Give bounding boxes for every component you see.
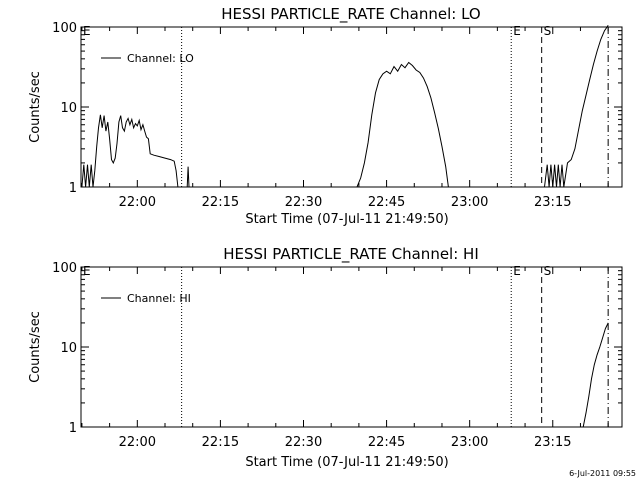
lo-series-line-seg-3 [544, 25, 609, 188]
lo-x-tick-label: 22:15 [202, 195, 239, 210]
lo-x-tick-label: 23:00 [451, 195, 488, 210]
hi-marker-label-e: E [83, 264, 91, 278]
hi-x-tick-label: 22:00 [119, 435, 156, 450]
hi-channel-panel: HESSI PARTICLE_RATE Channel: HI Start Ti… [28, 245, 623, 470]
hi-marker-label-e: E [513, 264, 521, 278]
lo-channel-panel: HESSI PARTICLE_RATE Channel: LO Start Ti… [28, 5, 623, 227]
lo-chart-title: HESSI PARTICLE_RATE Channel: LO [221, 5, 480, 24]
hi-marker-label-s: S [544, 264, 552, 278]
lo-y-tick-label: 1 [69, 181, 77, 196]
lo-x-tick-label: 22:45 [368, 195, 405, 210]
hi-x-tick-label: 22:15 [202, 435, 239, 450]
lo-series-line-seg-1 [186, 166, 190, 188]
lo-series-line-seg-2 [356, 61, 449, 188]
hi-y-axis-label: Counts/sec [28, 311, 43, 383]
hi-legend-label: Channel: HI [127, 292, 191, 305]
lo-y-tick-label: 10 [60, 101, 77, 116]
lo-x-tick-label: 22:00 [119, 195, 156, 210]
hi-y-tick-label: 10 [60, 341, 77, 356]
lo-series-line-seg-0 [81, 114, 179, 188]
hi-y-tick-label: 100 [52, 261, 77, 276]
footer-timestamp: 6-Jul-2011 09:55 [569, 469, 636, 478]
lo-marker-label-e: E [513, 24, 521, 38]
hi-x-tick-label: 23:00 [451, 435, 488, 450]
hi-x-tick-label: 22:30 [285, 435, 322, 450]
hi-x-tick-label: 22:45 [368, 435, 405, 450]
lo-legend-label: Channel: LO [127, 52, 194, 65]
hi-y-tick-label: 1 [69, 421, 77, 436]
hi-series-line-seg-0 [582, 322, 609, 428]
lo-x-tick-label: 23:15 [534, 195, 571, 210]
lo-x-axis-label: Start Time (07-Jul-11 21:49:50) [245, 212, 448, 227]
hi-x-axis-label: Start Time (07-Jul-11 21:49:50) [245, 455, 448, 470]
lo-y-axis-label: Counts/sec [28, 71, 43, 143]
hi-chart-title: HESSI PARTICLE_RATE Channel: HI [223, 245, 479, 264]
lo-marker-label-s: S [544, 24, 552, 38]
lo-y-tick-label: 100 [52, 21, 77, 36]
lo-x-tick-label: 22:30 [285, 195, 322, 210]
lo-marker-label-e: E [83, 24, 91, 38]
hi-x-tick-label: 23:15 [534, 435, 571, 450]
